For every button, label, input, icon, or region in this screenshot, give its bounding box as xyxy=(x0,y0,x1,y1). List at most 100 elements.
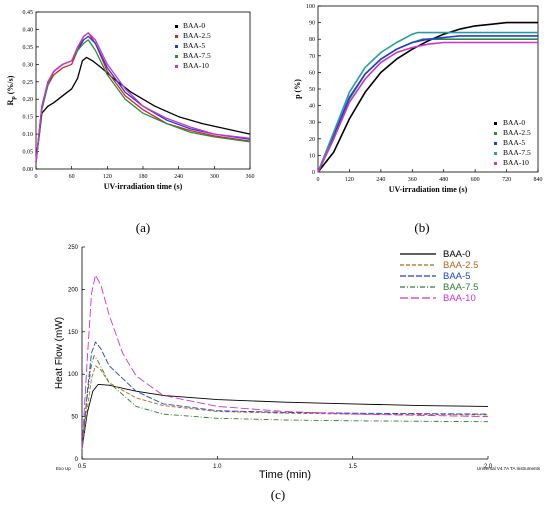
legend-marker xyxy=(494,142,497,145)
y-tick-label: 30 xyxy=(309,120,315,126)
legend-label: BAA-7.5 xyxy=(503,148,531,157)
series-line-baa-0 xyxy=(81,383,489,449)
legend-label: BAA-7.5 xyxy=(443,282,478,293)
x-tick-label: 0 xyxy=(35,174,38,180)
legend-marker xyxy=(175,65,178,68)
x-tick-label: 0 xyxy=(317,177,320,183)
legend-marker xyxy=(175,45,178,48)
footer-exo-up: Exo Up xyxy=(56,466,71,471)
x-tick-label: 1.5 xyxy=(348,464,357,470)
y-tick-label: 20 xyxy=(309,137,315,143)
legend-label: BAA-10 xyxy=(443,293,476,304)
y-tick-label: 0.10 xyxy=(23,132,34,138)
series-line-baa-0 xyxy=(35,56,251,163)
series-line-baa-7-5 xyxy=(81,355,489,449)
x-tick-label: 720 xyxy=(502,177,511,183)
series-line-baa-0 xyxy=(317,21,538,173)
y-tick-label: 80 xyxy=(309,37,315,43)
legend-label: BAA-0 xyxy=(503,118,525,127)
legend-label: BAA-10 xyxy=(503,158,529,167)
legend-label: BAA-2.5 xyxy=(183,31,211,40)
legend-marker xyxy=(175,25,178,28)
x-tick-label: 360 xyxy=(408,177,417,183)
y-tick-label: 200 xyxy=(68,287,79,293)
y-axis-label: Heat Flow (mW) xyxy=(54,317,65,389)
x-tick-label: 60 xyxy=(69,174,75,180)
x-tick-label: 180 xyxy=(139,174,148,180)
y-tick-label: 100 xyxy=(68,372,79,378)
y-tick-label: 250 xyxy=(68,245,79,251)
legend-marker xyxy=(494,162,497,165)
chart-panel-a: 0 60 120 180 240 300 360 0.00 0.05 0.10 0.15 0.20 0.… xyxy=(6,10,255,235)
legend-label: BAA-10 xyxy=(183,61,209,70)
x-tick-label: 840 xyxy=(534,177,543,183)
legend-label: BAA-5 xyxy=(503,138,525,147)
series-line-baa-5 xyxy=(317,35,538,173)
legend-marker xyxy=(175,35,178,38)
y-tick-label: 0 xyxy=(75,457,79,463)
y-axis-label: Rp (%/s) xyxy=(6,75,17,105)
x-tick-label: 1.0 xyxy=(213,464,222,470)
y-tick-label: 0.35 xyxy=(23,45,34,51)
legend-marker xyxy=(494,122,497,125)
y-tick-label: 10 xyxy=(309,153,315,159)
x-axis-label: UV-irradiation time (s) xyxy=(389,185,468,194)
legend-label: BAA-0 xyxy=(443,249,470,260)
y-tick-label: 0 xyxy=(312,170,315,176)
panel-label-b: (b) xyxy=(414,220,429,235)
chart-panel-b: 0 120 240 360 480 600 720 840 0 10 20 30 40 50 60 70 80 9… xyxy=(293,4,543,235)
series-line-baa-10 xyxy=(35,32,251,163)
x-tick-label: 240 xyxy=(174,174,183,180)
x-tick-label: 0.5 xyxy=(78,464,87,470)
y-tick-label: 100 xyxy=(306,4,315,10)
panel-label-a: (a) xyxy=(136,220,150,235)
y-tick-label: 60 xyxy=(309,70,315,76)
y-tick-label: 0.25 xyxy=(23,80,34,86)
y-axis-label: p (%) xyxy=(293,79,302,99)
y-tick-label: 40 xyxy=(309,104,315,110)
x-tick-label: 300 xyxy=(210,174,219,180)
legend-marker xyxy=(494,132,497,135)
legend-marker xyxy=(175,55,178,58)
plot-frame xyxy=(35,11,251,170)
x-tick-label: 600 xyxy=(471,177,480,183)
x-tick-label: 240 xyxy=(376,177,385,183)
y-tick-label: 0.40 xyxy=(23,27,34,33)
panel-label-c: (c) xyxy=(271,487,285,502)
series-line-baa-2-5 xyxy=(81,365,489,449)
series-line-baa-7-5 xyxy=(35,39,251,163)
y-tick-label: 0.20 xyxy=(23,97,34,103)
y-tick-label: 0.30 xyxy=(23,62,34,68)
x-axis-label: UV-irradiation time (s) xyxy=(104,182,183,191)
y-tick-label: 50 xyxy=(309,87,315,93)
series-line-baa-5 xyxy=(81,341,489,449)
y-tick-label: 0.15 xyxy=(23,115,34,121)
y-tick-label: 150 xyxy=(68,330,79,336)
legend-label: BAA-0 xyxy=(183,21,205,30)
chart-panel-c: 0.5 1.0 1.5 2.0 0 50 100 150 200 250 Heat Flow (mW… xyxy=(54,245,541,502)
y-tick-label: 50 xyxy=(71,415,78,421)
legend-label: BAA-2.5 xyxy=(503,128,531,137)
series-line-baa-10 xyxy=(317,41,538,173)
legend-label: BAA-5 xyxy=(183,41,205,50)
x-tick-label: 2.0 xyxy=(484,464,493,470)
x-tick-label: 360 xyxy=(246,174,255,180)
series-line-baa-10 xyxy=(81,274,489,449)
y-tick-label: 90 xyxy=(309,21,315,27)
footer-instrument: Universal V4.7A TA Instruments xyxy=(477,466,541,471)
legend-label: BAA-2.5 xyxy=(443,260,478,271)
series-line-baa-2-5 xyxy=(35,32,251,163)
legend-label: BAA-7.5 xyxy=(183,51,211,60)
y-tick-label: 0.45 xyxy=(23,10,34,16)
legend-label: BAA-5 xyxy=(443,271,470,282)
legend-marker xyxy=(494,152,497,155)
x-axis-label: Time (min) xyxy=(259,469,311,481)
series-line-baa-7-5 xyxy=(317,31,538,173)
x-tick-label: 120 xyxy=(103,174,112,180)
x-tick-label: 480 xyxy=(439,177,448,183)
y-tick-label: 0.00 xyxy=(23,167,34,173)
x-tick-label: 120 xyxy=(345,177,354,183)
y-tick-label: 70 xyxy=(309,54,315,60)
y-tick-label: 0.05 xyxy=(23,150,34,156)
